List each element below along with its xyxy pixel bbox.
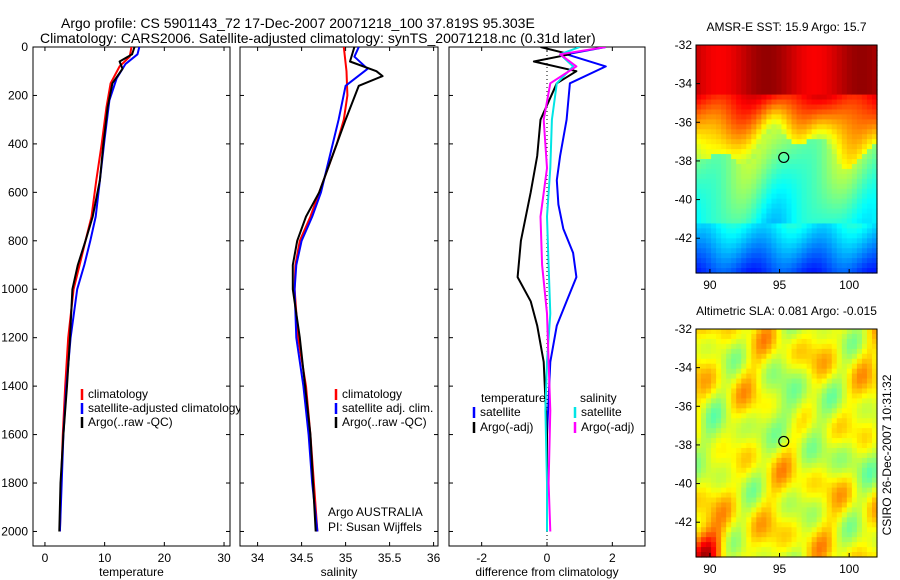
x-tick-label: 10: [98, 551, 112, 565]
x-tick-label: 95: [773, 562, 787, 576]
legend-heading: salinity: [580, 391, 617, 405]
x-axis-label: temperature: [99, 565, 164, 579]
x-tick-label: 100: [839, 278, 859, 292]
map-panel-2: Altimetric SLA: 0.081 Argo: -0.015 90 95 10…: [675, 304, 878, 576]
x-tick-label: 90: [703, 278, 717, 292]
legend-label: climatology: [88, 387, 148, 401]
x-tick-label: 95: [773, 278, 787, 292]
legend-label: Argo(..raw -QC): [88, 415, 173, 429]
legend-heading: temperature: [481, 391, 546, 405]
y-tick-label: 1800: [1, 476, 28, 490]
x-tick-label: 35.5: [378, 551, 402, 565]
map-panel-1: AMSR-E SST: 15.9 Argo: 15.7 90 95 100 -32 -34…: [675, 20, 878, 292]
y-tick-label: -34: [675, 77, 693, 91]
profile-panel-2: 34 34.5 35 35.5 36 salinity climatologysatelli…: [239, 46, 441, 579]
map-frame: [695, 328, 878, 558]
figure-header: Argo profile: CS 5901143_72 17-Dec-2007 …: [0, 0, 900, 46]
x-tick-label: 90: [703, 562, 717, 576]
y-tick-label: 1200: [1, 331, 28, 345]
x-tick-label: 34: [251, 551, 265, 565]
y-tick-label: -42: [675, 231, 693, 245]
y-tick-label: -32: [675, 38, 693, 52]
y-tick-label: 1600: [1, 428, 28, 442]
legend-label: satellite adj. clim.: [342, 401, 433, 415]
plot-area: [239, 46, 439, 547]
series-line-1: [546, 47, 607, 532]
y-tick-label: -42: [675, 515, 693, 529]
legend-label: Argo(..raw -QC): [342, 415, 427, 429]
y-tick-label: 400: [8, 137, 28, 151]
legend-label: satellite-adjusted climatology: [88, 401, 241, 415]
series-line-3: [544, 47, 581, 532]
legend-label: Argo(-adj): [581, 420, 634, 434]
timestamp-side-text: CSIRO 26-Dec-2007 10:31:32: [880, 374, 894, 535]
map-title: Altimetric SLA: 0.081 Argo: -0.015: [696, 304, 877, 318]
x-tick-label: 100: [839, 562, 859, 576]
legend-label: satellite: [581, 405, 622, 419]
x-tick-label: -2: [476, 551, 487, 565]
y-tick-label: -34: [675, 361, 693, 375]
series-line-3: [58, 47, 136, 532]
series-line-2: [293, 47, 369, 532]
annotation-text: Argo AUSTRALIA: [328, 505, 423, 519]
map-field: [696, 45, 878, 274]
argo-location-marker: [778, 151, 790, 164]
profile-panel-1: 0 10 20 30 0 200 400 600 800 1000 1200 1400 1600 1800…: [1, 40, 241, 579]
y-tick-label: 0: [21, 40, 28, 54]
y-tick-label: -38: [675, 438, 693, 452]
legend-label: climatology: [342, 387, 402, 401]
y-tick-label: -40: [675, 193, 693, 207]
argo-location-marker: [778, 435, 790, 448]
series-line-3: [291, 47, 384, 532]
y-tick-label: 1000: [1, 282, 28, 296]
y-tick-label: 2000: [1, 524, 28, 538]
y-tick-label: 200: [8, 88, 28, 102]
annotation-text: PI: Susan Wijffels: [328, 520, 422, 534]
x-tick-label: 30: [217, 551, 231, 565]
y-tick-label: -36: [675, 115, 693, 129]
x-tick-label: 2: [609, 551, 616, 565]
x-tick-label: 20: [158, 551, 172, 565]
x-tick-label: 36: [427, 551, 441, 565]
header-line-2: Climatology: CARS2006. Satellite-adjuste…: [40, 30, 596, 46]
y-tick-label: 800: [8, 234, 28, 248]
x-tick-label: 34.5: [290, 551, 314, 565]
x-tick-label: 35: [339, 551, 353, 565]
x-axis-label: difference from climatology: [475, 565, 618, 579]
plot-area: [32, 46, 231, 547]
y-tick-label: -36: [675, 399, 693, 413]
y-tick-label: -32: [675, 322, 693, 336]
y-tick-label: -40: [675, 477, 693, 491]
x-tick-label: 0: [544, 551, 551, 565]
x-tick-label: 0: [42, 551, 49, 565]
map-title: AMSR-E SST: 15.9 Argo: 15.7: [706, 20, 866, 34]
map-field: [696, 329, 878, 558]
series-line-2: [516, 47, 578, 532]
y-tick-label: -38: [675, 154, 693, 168]
map-frame: [695, 44, 878, 274]
y-tick-label: 600: [8, 185, 28, 199]
legend-label: Argo(-adj): [480, 420, 533, 434]
series-line-4: [539, 47, 606, 532]
header-line-1: Argo profile: CS 5901143_72 17-Dec-2007 …: [61, 15, 535, 31]
y-tick-label: 1400: [1, 379, 28, 393]
legend-label: satellite: [480, 405, 521, 419]
x-axis-label: salinity: [321, 565, 358, 579]
